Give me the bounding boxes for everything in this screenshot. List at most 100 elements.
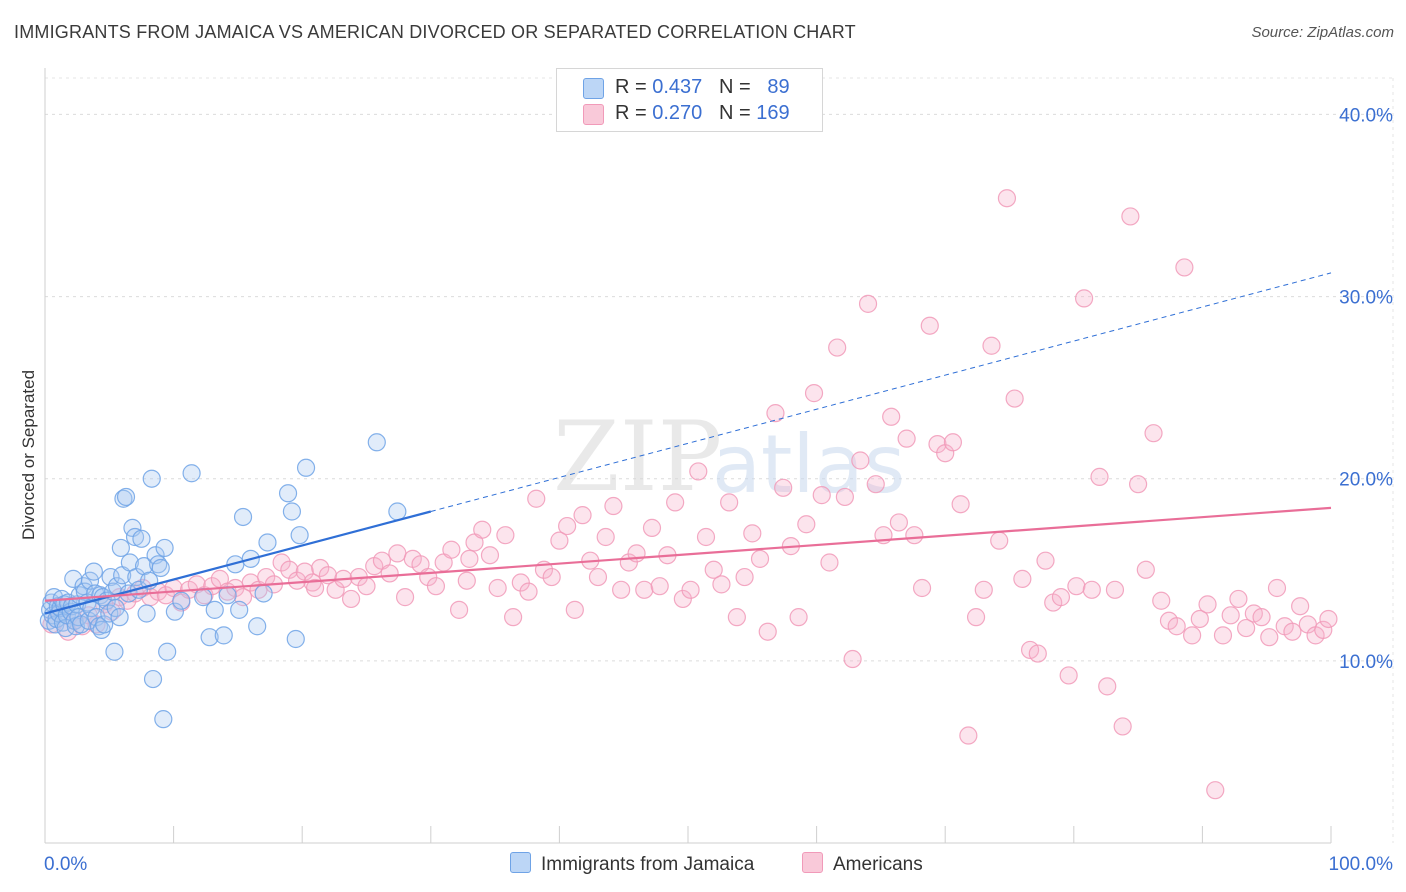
point-americans xyxy=(1036,551,1055,570)
point-americans xyxy=(504,608,523,627)
point-americans xyxy=(1098,677,1117,696)
legend-item-americans: Americans xyxy=(802,852,923,876)
chart-title: IMMIGRANTS FROM JAMAICA VS AMERICAN DIVO… xyxy=(14,22,856,42)
point-americans xyxy=(1152,591,1171,610)
point-americans xyxy=(1190,609,1209,629)
point-americans xyxy=(689,462,708,481)
point-americans xyxy=(341,589,361,609)
y-tick-label: 30.0% xyxy=(1339,288,1393,309)
point-americans xyxy=(1252,608,1271,627)
point-americans xyxy=(612,580,631,599)
point-jamaica xyxy=(165,602,184,621)
point-jamaica xyxy=(116,487,136,507)
point-americans xyxy=(928,435,947,454)
swatch-americans xyxy=(583,104,604,125)
point-americans xyxy=(1291,597,1310,616)
point-jamaica xyxy=(182,464,201,483)
point-jamaica xyxy=(254,584,273,603)
point-americans xyxy=(565,600,584,619)
point-americans xyxy=(804,384,824,403)
point-jamaica xyxy=(367,433,386,452)
point-jamaica xyxy=(172,591,191,610)
point-americans xyxy=(866,475,885,494)
point-americans xyxy=(1005,389,1024,408)
point-americans xyxy=(1237,618,1256,638)
point-americans xyxy=(1144,424,1163,443)
point-americans xyxy=(835,487,854,507)
legend-swatch-jamaica xyxy=(510,852,531,873)
point-jamaica xyxy=(142,469,161,488)
legend-swatch-americans xyxy=(802,852,823,873)
point-americans xyxy=(912,578,932,598)
point-americans xyxy=(1105,580,1125,599)
point-americans xyxy=(828,338,847,357)
point-americans xyxy=(388,544,407,563)
trend-line-americans xyxy=(44,506,1332,602)
point-americans xyxy=(951,495,970,514)
point-americans xyxy=(588,567,608,587)
point-americans xyxy=(1013,569,1032,588)
point-americans xyxy=(943,433,963,452)
point-americans xyxy=(426,577,446,596)
point-americans xyxy=(519,582,538,601)
point-jamaica xyxy=(95,615,114,634)
point-americans xyxy=(380,564,399,583)
point-jamaica xyxy=(132,529,151,548)
point-americans xyxy=(843,649,862,669)
point-americans xyxy=(982,336,1001,355)
point-jamaica xyxy=(125,527,145,547)
point-americans xyxy=(287,571,307,590)
point-americans xyxy=(889,513,909,532)
point-americans xyxy=(357,577,376,596)
point-jamaica xyxy=(278,484,298,503)
point-jamaica xyxy=(286,629,305,649)
point-jamaica xyxy=(248,617,267,636)
point-americans xyxy=(395,588,415,607)
point-jamaica xyxy=(106,598,125,618)
point-americans xyxy=(511,573,530,592)
tick-labels: 10.0% 20.0% 30.0% 40.0% 0.0% 100.0% xyxy=(44,105,1393,875)
point-americans xyxy=(1198,595,1217,614)
point-americans xyxy=(1128,475,1148,494)
point-jamaica xyxy=(154,710,173,729)
trend-line-jamaica-extension xyxy=(430,272,1332,512)
point-americans xyxy=(1059,666,1078,685)
point-jamaica xyxy=(282,502,302,521)
point-americans xyxy=(766,404,785,423)
point-americans xyxy=(1229,589,1248,609)
point-americans xyxy=(496,526,515,545)
y-tick-label: 20.0% xyxy=(1339,470,1393,491)
point-americans xyxy=(897,429,916,448)
point-americans xyxy=(1221,606,1240,625)
point-jamaica xyxy=(143,669,163,689)
point-americans xyxy=(1113,717,1132,736)
point-americans xyxy=(758,622,777,641)
point-americans xyxy=(1183,626,1202,645)
point-jamaica xyxy=(258,533,277,552)
point-americans xyxy=(681,580,700,599)
point-americans xyxy=(1051,588,1071,607)
legend-label-jamaica: Immigrants from Jamaica xyxy=(541,854,755,875)
point-jamaica xyxy=(137,604,156,623)
point-americans xyxy=(527,489,546,508)
point-americans xyxy=(920,316,939,335)
point-americans xyxy=(812,486,831,505)
point-americans xyxy=(558,516,577,536)
point-americans xyxy=(449,600,469,619)
y-axis-label: Divorced or Separated xyxy=(19,370,38,540)
point-americans xyxy=(311,558,330,578)
axes xyxy=(44,68,1332,844)
point-americans xyxy=(596,527,615,547)
point-americans xyxy=(858,294,878,313)
stats-legend: R = 0.437 N = 89 R = 0.270 N = 169 xyxy=(556,68,823,132)
point-americans xyxy=(1067,577,1086,596)
series-americans xyxy=(42,189,1338,800)
point-americans xyxy=(774,478,793,497)
point-jamaica xyxy=(230,600,249,619)
point-jamaica xyxy=(388,502,407,521)
point-americans xyxy=(635,580,654,599)
point-jamaica xyxy=(214,626,233,645)
point-americans xyxy=(735,567,754,587)
point-americans xyxy=(743,524,762,543)
point-americans xyxy=(712,575,731,594)
